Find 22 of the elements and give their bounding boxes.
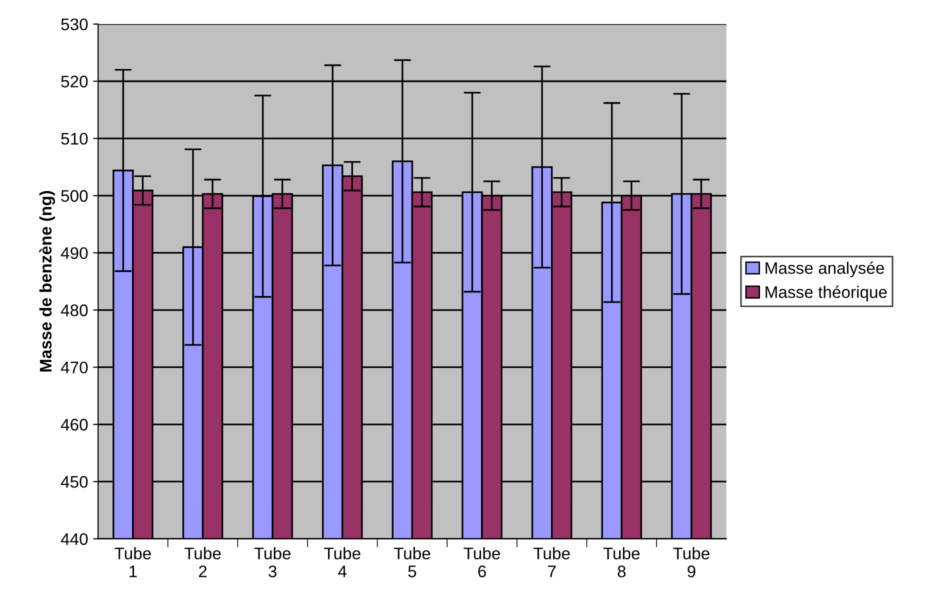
legend-label: Masse analysée [766, 262, 884, 278]
y-tick-label: 510 [61, 132, 88, 145]
x-tick-label: Tube 9 [673, 547, 710, 578]
x-tick-label: Tube 5 [394, 547, 430, 578]
y-tick-label: 460 [60, 418, 88, 431]
x-tick-label: Tube 4 [324, 547, 360, 578]
y-axis-title: Masse de benzène (ng) [39, 191, 55, 372]
y-tick-label: 450 [60, 476, 88, 488]
x-tick-label: Tube 6 [464, 547, 500, 578]
y-tick-label: 490 [60, 247, 88, 260]
y-tick-label: 470 [60, 362, 88, 374]
y-tick-label: 440 [60, 533, 88, 545]
y-tick-label: 500 [61, 190, 88, 202]
x-tick-label: Tube 7 [534, 547, 570, 578]
x-tick-label: Tube 3 [254, 547, 291, 578]
x-tick-label: Tube 8 [603, 547, 640, 578]
x-tick-label: Tube 2 [184, 547, 221, 578]
legend-label: Masse théorique [766, 286, 887, 302]
x-tick-label: Tube 1 [114, 547, 151, 578]
y-tick-label: 480 [60, 304, 88, 316]
y-tick-label: 530 [61, 18, 88, 30]
y-tick-label: 520 [61, 76, 88, 88]
